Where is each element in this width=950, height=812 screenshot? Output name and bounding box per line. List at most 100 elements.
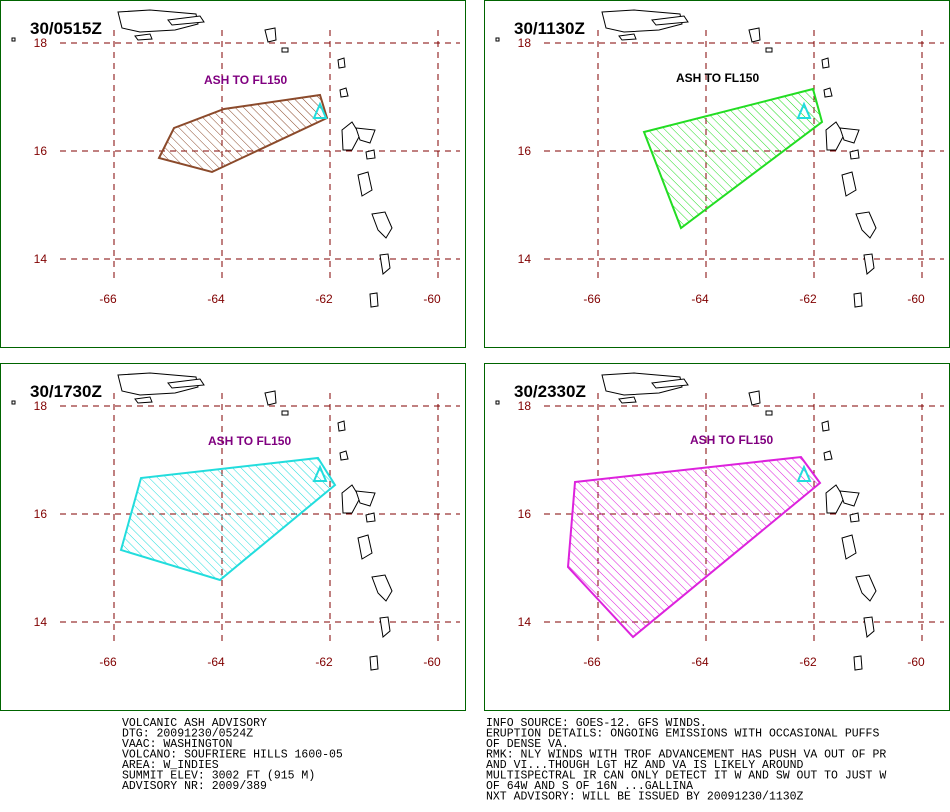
island xyxy=(357,171,373,197)
lat-label: 16 xyxy=(34,144,48,158)
lat-label: 16 xyxy=(34,507,48,521)
advisory-line: ADVISORY NR: 2009/389 xyxy=(122,780,267,793)
island xyxy=(339,450,349,461)
volcano-symbol xyxy=(796,464,812,482)
island xyxy=(651,378,689,389)
island xyxy=(825,484,845,514)
island xyxy=(841,171,857,197)
lat-label: 18 xyxy=(518,36,532,50)
lat-label: 16 xyxy=(518,144,532,158)
lon-label: -60 xyxy=(907,292,925,306)
ash-label: ASH TO FL150 xyxy=(690,433,773,447)
island xyxy=(167,15,205,26)
advisory-line: INFO SOURCE: GOES-12. GFS WINDS. xyxy=(486,717,707,730)
island xyxy=(825,121,845,151)
panel-time: 30/1730Z xyxy=(30,382,102,401)
island xyxy=(841,534,857,560)
island xyxy=(839,490,860,507)
island xyxy=(863,253,875,275)
lon-label: -66 xyxy=(583,655,601,669)
island xyxy=(495,37,500,42)
lon-label: -62 xyxy=(799,292,817,306)
advisory-line: OF DENSE VA. xyxy=(486,738,569,751)
island xyxy=(618,33,637,41)
panel-border xyxy=(0,0,466,348)
lon-label: -60 xyxy=(423,292,441,306)
lon-label: -64 xyxy=(207,292,225,306)
advisory-line: VAAC: WASHINGTON xyxy=(122,738,232,751)
map-panel: 18 16 14 -66 -64 -62 -60 30/1130Z ASH TO FL150 xyxy=(484,0,950,348)
island xyxy=(601,9,683,33)
advisory-line: AREA: W_INDIES xyxy=(122,759,219,772)
lat-label: 14 xyxy=(34,615,48,629)
lon-label: -60 xyxy=(423,655,441,669)
island xyxy=(371,574,393,602)
island xyxy=(355,490,376,507)
advisory-line: MULTISPECTRAL IR CAN ONLY DETECT IT W AN… xyxy=(486,770,886,783)
advisory-line: DTG: 20091230/0524Z xyxy=(122,728,253,741)
panel-border xyxy=(0,363,466,711)
ash-label: ASH TO FL150 xyxy=(204,73,287,87)
island xyxy=(618,396,637,404)
island xyxy=(853,292,863,308)
island xyxy=(823,450,833,461)
island xyxy=(765,47,773,53)
advisory-line: OF 64W AND S OF 16N ...GALLINA xyxy=(486,780,693,793)
lat-label: 18 xyxy=(34,36,48,50)
island xyxy=(651,15,689,26)
island xyxy=(11,400,16,405)
advisory-line: SUMMIT ELEV: 3002 FT (915 M) xyxy=(122,770,315,783)
advisory-line: VOLCANO: SOUFRIERE HILLS 1600-05 xyxy=(122,749,343,762)
island xyxy=(281,47,289,53)
lat-label: 14 xyxy=(518,252,532,266)
lat-label: 14 xyxy=(518,615,532,629)
ash-area xyxy=(642,87,824,230)
island xyxy=(369,292,379,308)
lat-label: 18 xyxy=(34,399,48,413)
lon-label: -64 xyxy=(691,292,709,306)
map-panel: 18 16 14 -66 -64 -62 -60 30/0515Z ASH TO FL150 xyxy=(0,0,466,348)
advisory-line: NXT ADVISORY: WILL BE ISSUED BY 20091230… xyxy=(486,791,804,804)
panel-time: 30/0515Z xyxy=(30,19,102,38)
island xyxy=(765,410,773,416)
island xyxy=(748,27,761,43)
island xyxy=(167,378,205,389)
lat-label: 16 xyxy=(518,507,532,521)
island xyxy=(369,655,379,671)
island xyxy=(748,390,761,406)
island xyxy=(821,57,830,69)
island xyxy=(339,87,349,98)
island xyxy=(117,9,199,33)
island xyxy=(855,574,877,602)
volcano-symbol xyxy=(796,101,812,119)
island xyxy=(134,33,153,41)
island xyxy=(495,400,500,405)
island xyxy=(849,512,860,523)
lon-label: -62 xyxy=(315,655,333,669)
lon-label: -66 xyxy=(99,292,117,306)
lon-label: -64 xyxy=(691,655,709,669)
advisory-line: AND VI...THOUGH LGT HZ AND VA IS LIKELY … xyxy=(486,759,804,772)
island xyxy=(823,87,833,98)
island xyxy=(839,127,860,144)
advisory-line: RMK: NLY WINDS WITH TROF ADVANCEMENT HAS… xyxy=(486,749,886,762)
advisory-line: VOLCANIC ASH ADVISORY xyxy=(122,717,267,730)
island xyxy=(264,27,277,43)
island xyxy=(863,616,875,638)
island xyxy=(355,127,376,144)
lon-label: -62 xyxy=(799,655,817,669)
lat-label: 18 xyxy=(518,399,532,413)
panel-time: 30/1130Z xyxy=(514,19,585,38)
map-panel: 18 16 14 -66 -64 -62 -60 30/2330Z ASH TO FL150 xyxy=(484,363,950,711)
island xyxy=(601,372,683,396)
island xyxy=(855,211,877,239)
map-panel: 18 16 14 -66 -64 -62 -60 30/1730Z ASH TO FL150 xyxy=(0,363,466,711)
island xyxy=(264,390,277,406)
ash-area xyxy=(157,93,329,174)
lat-label: 14 xyxy=(34,252,48,266)
island xyxy=(849,149,860,160)
island xyxy=(371,211,393,239)
ash-label: ASH TO FL150 xyxy=(676,71,759,85)
lon-label: -60 xyxy=(907,655,925,669)
